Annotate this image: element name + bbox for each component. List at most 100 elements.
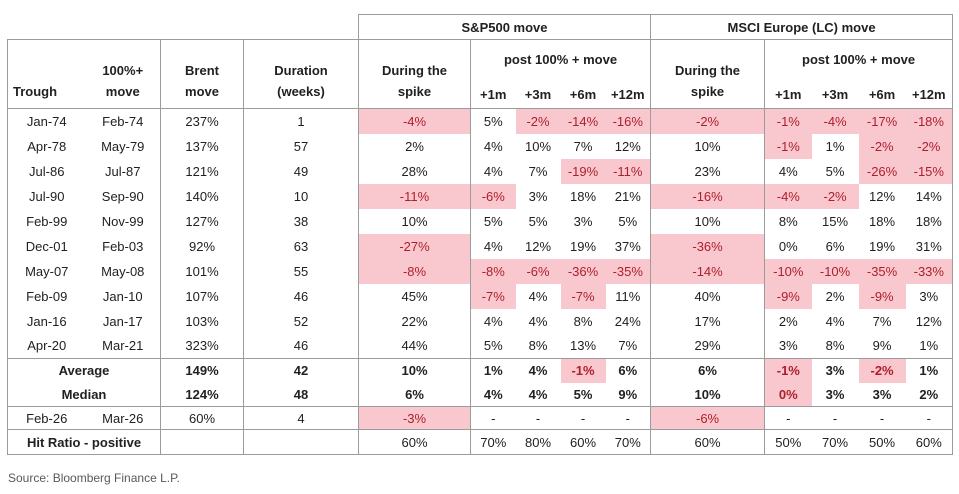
table-row: Jan-74 Feb-74 237% 1 -4% 5% -2% -14% -16% -2% -1% -… (7, 108, 954, 134)
sp-1m-cell: 1% (470, 358, 516, 383)
duration-cell (243, 429, 359, 455)
duration-cell: 1 (243, 108, 359, 134)
msci-12m-cell: -15% (905, 158, 954, 184)
sp-6m-cell: -7% (560, 283, 606, 309)
peak-cell: May-08 (85, 258, 161, 284)
trough-cell: Jan-74 (7, 108, 86, 134)
table-row: Apr-78 May-79 137% 57 2% 4% 10% 7% 12% 10% -1% 1% -2… (7, 133, 954, 159)
sp-1m-cell: 4% (483, 138, 503, 154)
sp-12m-cell: 37% (605, 233, 652, 259)
msci-1m-cell: 50% (764, 429, 812, 455)
msci-1m-cell: 3% (778, 338, 798, 354)
sp-1m-cell: 4% (483, 163, 503, 179)
brent-move-cell: 149% (160, 358, 244, 383)
sp-6m-cell: -36% (560, 258, 606, 284)
sp-6m-cell: 8% (573, 313, 593, 329)
sp-12m-cell: -16% (605, 108, 652, 134)
peak-cell: Feb-03 (85, 233, 161, 259)
avg-row: Average 149% 42 10% 1% 4% -1% 6% 6% -1% 3% -2% 1% (7, 358, 954, 383)
sp-1m-cell: 70% (470, 429, 516, 455)
sp-1m-cell: -8% (470, 258, 516, 284)
duration-cell: 4 (243, 406, 359, 430)
sp-1m-cell: 5% (483, 213, 503, 229)
msci-spike-cell: -2% (650, 108, 766, 134)
table-row: Dec-01 Feb-03 92% 63 -27% 4% 12% 19% 37% -36% 0% 6%… (7, 233, 954, 259)
msci-12m-cell: 3% (905, 283, 954, 309)
sp-6m-cell: 5% (560, 382, 606, 407)
hit-row: Hit Ratio - positive 60% 70% 80% 60% 70% 60% 50… (7, 429, 954, 455)
trough-cell: Apr-78 (7, 133, 86, 159)
sp-6m-cell: 18% (569, 188, 597, 204)
peak-cell: Jan-10 (85, 283, 161, 309)
peak-cell: Nov-99 (85, 208, 161, 234)
sp-spike-cell: -27% (358, 233, 471, 259)
sp-spike-cell: 45% (358, 283, 471, 309)
msci-spike-cell: 10% (650, 208, 766, 234)
brent-move-cell: 107% (160, 283, 244, 309)
table-row: Feb-99 Nov-99 127% 38 10% 5% 5% 3% 5% 10% 8% 15% 18%… (7, 208, 954, 234)
sp-month-header-6m: +6m (560, 78, 606, 109)
duration-cell: 49 (243, 158, 359, 184)
sp-spike-cell: 60% (358, 429, 471, 455)
msci-spike-cell: -6% (650, 406, 766, 430)
sp-3m-cell: 8% (528, 338, 548, 354)
sp-6m-cell: 7% (573, 138, 593, 154)
brent-move-cell: 137% (160, 133, 244, 159)
msci-1m-cell: -10% (764, 258, 812, 284)
peak-cell: Sep-90 (85, 183, 161, 209)
table-row: Jan-16 Jan-17 103% 52 22% 4% 4% 8% 24% 17% 2% 4% 7% 1… (7, 308, 954, 334)
data-table: S&P500 move MSCI Europe (LC) move Trough… (7, 14, 954, 455)
msci-month-header-12m: +12m (905, 78, 954, 109)
msci-during-spike-header: During the spike (650, 39, 766, 109)
msci-1m-cell: -1% (764, 108, 812, 134)
sp-1m-cell: 5% (483, 338, 503, 354)
msci-6m-cell: 19% (869, 238, 896, 254)
sp-spike-cell: 22% (358, 308, 471, 334)
table-row: Jul-90 Sep-90 140% 10 -11% -6% 3% 18% 21% -16% -4%… (7, 183, 954, 209)
msci-6m-cell: 18% (869, 213, 896, 229)
sp-12m-cell: -35% (605, 258, 652, 284)
brent-move-cell (160, 429, 244, 455)
msci-1m-cell: -9% (764, 283, 812, 309)
sp-spike-cell: 2% (358, 133, 471, 159)
msci-spike-cell: 23% (650, 158, 766, 184)
duration-cell: 63 (243, 233, 359, 259)
sp-6m-cell: -1% (560, 358, 606, 383)
sp-3m-cell: 80% (515, 429, 561, 455)
msci-6m-cell: 3% (858, 382, 906, 407)
brent-move-cell: 101% (160, 258, 244, 284)
sp-spike-cell: 44% (358, 333, 471, 359)
msci-group-header: MSCI Europe (LC) move (650, 14, 954, 40)
header-spacer (8, 15, 359, 40)
sp-12m-cell: 9% (605, 382, 652, 407)
sp-6m-cell: -19% (560, 158, 606, 184)
sp-3m-cell: -6% (515, 258, 561, 284)
current-row: Feb-26 Mar-26 60% 4 -3% - - - - -6% - - - - (7, 406, 954, 430)
sp-1m-cell: 4% (483, 238, 503, 254)
brent-move-cell: 60% (160, 406, 244, 430)
brent-move-cell: 103% (160, 308, 244, 334)
msci-12m-cell: -2% (905, 133, 954, 159)
msci-3m-cell: -10% (811, 258, 859, 284)
sp-1m-cell: - (470, 406, 516, 430)
sp-3m-cell: 4% (515, 382, 561, 407)
msci-1m-cell: 0% (764, 382, 812, 407)
sp-3m-cell: - (515, 406, 561, 430)
msci-month-header-1m: +1m (764, 78, 812, 109)
msci-spike-cell: 17% (650, 308, 766, 334)
source-note: Source: Bloomberg Finance L.P. (8, 471, 180, 485)
sp-6m-cell: 13% (569, 338, 597, 354)
sp-month-header-3m: +3m (515, 78, 561, 109)
msci-6m-cell: 50% (858, 429, 906, 455)
brent-move-cell: 140% (160, 183, 244, 209)
msci-6m-cell: -9% (858, 283, 906, 309)
sp-spike-cell: 28% (358, 158, 471, 184)
msci-3m-cell: 6% (825, 238, 845, 254)
sp-spike-cell: -8% (358, 258, 471, 284)
group-header-row: S&P500 move MSCI Europe (LC) move (8, 14, 954, 40)
msci-3m-cell: 4% (825, 313, 845, 329)
msci-1m-cell: -1% (764, 358, 812, 383)
msci-6m-cell: 7% (872, 313, 892, 329)
sp-3m-cell: 3% (528, 188, 548, 204)
msci-6m-cell: - (858, 406, 906, 430)
